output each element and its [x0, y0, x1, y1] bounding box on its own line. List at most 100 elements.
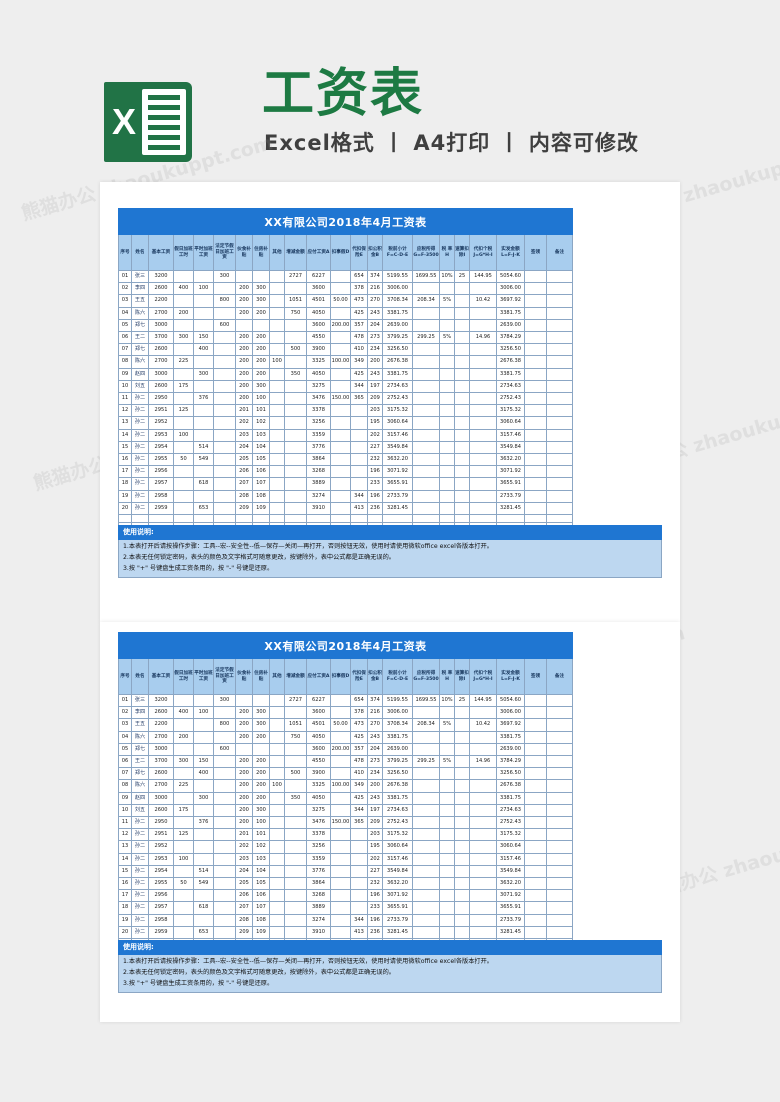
cell-r8-c9[interactable]: 350 [284, 367, 307, 381]
column-header-5[interactable]: 法定节假日加班工资 [213, 234, 236, 271]
cell-r2-c6[interactable]: 200 [235, 294, 253, 308]
cell-r14-c1[interactable]: 孙二 [131, 440, 149, 455]
cell-r18-c11[interactable] [330, 489, 351, 503]
cell-r14-c19[interactable]: 3549.84 [496, 440, 525, 455]
cell-r0-c5[interactable]: 300 [213, 269, 236, 284]
cell-r15-c13[interactable]: 232 [367, 877, 383, 891]
cell-r0-c7[interactable] [252, 269, 270, 284]
cell-r12-c19[interactable]: 3060.64 [496, 840, 525, 854]
cell-r10-c3[interactable] [173, 392, 194, 406]
cell-r6-c6[interactable]: 200 [235, 343, 253, 357]
cell-r15-c9[interactable] [284, 877, 307, 891]
cell-r2-c1[interactable]: 王五 [131, 294, 149, 308]
column-header-3[interactable]: 假日加班工时 [173, 658, 194, 695]
cell-r2-c10[interactable]: 4501 [306, 294, 331, 308]
cell-r16-c5[interactable] [213, 889, 236, 903]
cell-r18-c9[interactable] [284, 913, 307, 927]
cell-r9-c9[interactable] [284, 803, 307, 818]
cell-r9-c9[interactable] [284, 379, 307, 394]
cell-r13-c12[interactable] [350, 428, 368, 442]
cell-r16-c17[interactable] [454, 465, 470, 479]
cell-r12-c3[interactable] [173, 840, 194, 854]
cell-r8-c5[interactable] [213, 367, 236, 381]
cell-r1-c5[interactable] [213, 282, 236, 296]
cell-r11-c17[interactable] [454, 828, 470, 842]
cell-r14-c12[interactable] [350, 864, 368, 879]
cell-r14-c0[interactable]: 15 [118, 864, 132, 879]
cell-r12-c17[interactable] [454, 416, 470, 430]
cell-r18-c7[interactable]: 108 [252, 913, 270, 927]
cell-r15-c3[interactable]: 50 [173, 877, 194, 891]
cell-r11-c14[interactable]: 3175.32 [382, 828, 413, 842]
cell-r1-c18[interactable] [469, 282, 497, 296]
cell-r1-c9[interactable] [284, 282, 307, 296]
cell-r8-c8[interactable] [269, 791, 285, 805]
cell-r16-c0[interactable]: 17 [118, 889, 132, 903]
cell-r10-c1[interactable]: 孙二 [131, 816, 149, 830]
cell-r9-c20[interactable] [524, 379, 547, 394]
table-row[interactable]: 12 孙二 2951 125 201 101 3378 203 3175.32 3175.32 [118, 404, 573, 418]
table-row[interactable]: 10 刘五 2600 175 200 300 3275 344 197 2734.63 2734.6… [118, 379, 573, 394]
cell-r13-c12[interactable] [350, 852, 368, 866]
cell-r16-c11[interactable] [330, 465, 351, 479]
cell-r8-c11[interactable] [330, 791, 351, 805]
cell-r11-c19[interactable]: 3175.32 [496, 828, 525, 842]
table-row[interactable]: 13 孙二 2952 202 102 3256 195 3060.64 3060.64 [118, 840, 573, 854]
cell-r7-c8[interactable]: 100 [269, 779, 285, 793]
cell-r7-c10[interactable]: 3325 [306, 779, 331, 793]
cell-r17-c3[interactable] [173, 901, 194, 915]
cell-r17-c13[interactable]: 233 [367, 901, 383, 915]
cell-r3-c6[interactable]: 200 [235, 730, 253, 744]
cell-r3-c2[interactable]: 2700 [148, 730, 174, 744]
cell-r0-c5[interactable]: 300 [213, 693, 236, 708]
cell-r8-c14[interactable]: 3381.75 [382, 367, 413, 381]
cell-r13-c8[interactable] [269, 428, 285, 442]
cell-r11-c2[interactable]: 2951 [148, 404, 174, 418]
cell-r3-c21[interactable] [546, 730, 573, 744]
table-row[interactable]: 15 孙二 2954 514 204 104 3776 227 3549.84 3549.84 [118, 864, 573, 879]
cell-r1-c3[interactable]: 400 [173, 706, 194, 720]
cell-r10-c5[interactable] [213, 816, 236, 830]
cell-r15-c19[interactable]: 3632.20 [496, 877, 525, 891]
cell-r18-c15[interactable] [412, 913, 440, 927]
cell-r1-c21[interactable] [546, 706, 573, 720]
cell-r16-c13[interactable]: 196 [367, 889, 383, 903]
cell-r4-c2[interactable]: 3000 [148, 318, 174, 333]
cell-r3-c16[interactable] [439, 306, 455, 320]
cell-r17-c18[interactable] [469, 477, 497, 491]
cell-r14-c11[interactable] [330, 440, 351, 455]
cell-r3-c9[interactable]: 750 [284, 730, 307, 744]
cell-r16-c14[interactable]: 3071.92 [382, 465, 413, 479]
cell-r14-c15[interactable] [412, 864, 440, 879]
column-header-13[interactable]: 扣公积金B [367, 658, 383, 695]
cell-r18-c16[interactable] [439, 489, 455, 503]
table-row[interactable]: 18 孙二 2957 618 207 107 3889 233 3655.91 3655.91 [118, 477, 573, 491]
cell-r13-c4[interactable] [193, 428, 214, 442]
cell-r7-c21[interactable] [546, 355, 573, 369]
cell-r2-c18[interactable]: 10.42 [469, 718, 497, 732]
cell-r14-c7[interactable]: 104 [252, 864, 270, 879]
cell-r12-c6[interactable]: 202 [235, 840, 253, 854]
column-header-0[interactable]: 序号 [118, 658, 132, 695]
cell-r1-c6[interactable]: 200 [235, 282, 253, 296]
cell-r19-c6[interactable]: 209 [235, 501, 253, 516]
cell-r2-c11[interactable]: 50.00 [330, 294, 351, 308]
cell-r15-c14[interactable]: 3632.20 [382, 453, 413, 467]
cell-r19-c10[interactable]: 3910 [306, 501, 331, 516]
cell-r17-c21[interactable] [546, 901, 573, 915]
cell-r17-c14[interactable]: 3655.91 [382, 901, 413, 915]
cell-r3-c19[interactable]: 3381.75 [496, 306, 525, 320]
cell-r9-c17[interactable] [454, 379, 470, 394]
cell-r1-c10[interactable]: 3600 [306, 282, 331, 296]
cell-r8-c4[interactable]: 300 [193, 367, 214, 381]
cell-r7-c15[interactable] [412, 779, 440, 793]
cell-r19-c1[interactable]: 孙二 [131, 501, 149, 516]
cell-r1-c12[interactable]: 378 [350, 282, 368, 296]
cell-r8-c20[interactable] [524, 367, 547, 381]
table-row[interactable]: 01 张三 3200 300 2727 6227 654 374 5199.55 1699.55 1… [118, 693, 573, 708]
cell-r10-c18[interactable] [469, 816, 497, 830]
cell-r12-c2[interactable]: 2952 [148, 840, 174, 854]
table-row[interactable]: 06 王二 3700 300 150 200 200 4550 478 273 3799.25 299… [118, 755, 573, 769]
cell-r2-c4[interactable] [193, 718, 214, 732]
cell-r11-c8[interactable] [269, 828, 285, 842]
